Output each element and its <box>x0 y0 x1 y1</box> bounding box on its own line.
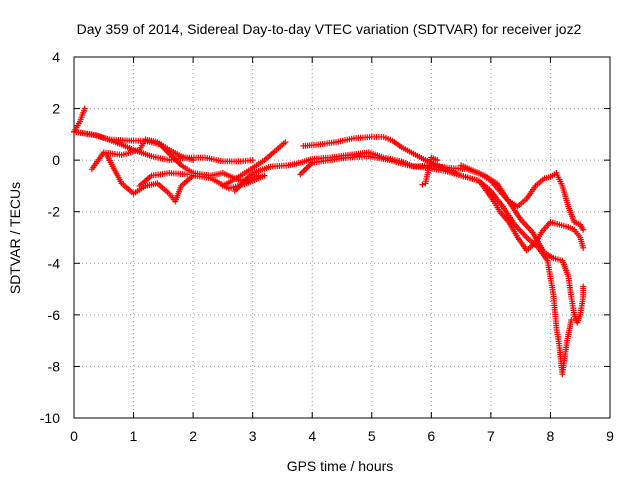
x-tick-label: 5 <box>368 428 376 444</box>
y-tick-label: -6 <box>48 307 61 323</box>
x-tick-label: 9 <box>606 428 614 444</box>
data-point <box>81 105 88 112</box>
x-axis-ticks: 0 1 2 3 4 5 6 7 8 9 <box>70 57 614 444</box>
series-track-d <box>88 136 197 173</box>
y-axis-ticks: 4 2 0 -2 -4 -6 -8 -10 <box>40 49 610 426</box>
data-point <box>303 165 310 172</box>
y-tick-label: -4 <box>48 255 61 271</box>
series-track-k <box>458 162 587 233</box>
x-tick-label: 2 <box>189 428 197 444</box>
x-tick-label: 1 <box>130 428 138 444</box>
series-track-c <box>71 128 256 165</box>
y-tick-label: -8 <box>48 358 61 374</box>
data-point <box>176 160 183 167</box>
data-point <box>306 162 313 169</box>
data-point <box>282 139 289 146</box>
x-tick-label: 0 <box>70 428 78 444</box>
series-track-a <box>71 105 88 135</box>
chart-title: Day 359 of 2014, Sidereal Day-to-day VTE… <box>77 21 582 37</box>
series-track-f <box>136 170 191 189</box>
data-point <box>580 283 587 290</box>
y-tick-label: 4 <box>52 49 60 65</box>
data-point <box>580 226 587 233</box>
y-tick-label: -10 <box>40 410 60 426</box>
y-tick-label: -2 <box>48 204 61 220</box>
series-track-h <box>231 149 587 326</box>
data-point <box>419 181 426 188</box>
grid-lines <box>74 57 610 418</box>
data-point <box>301 166 308 173</box>
plot-border <box>73 56 611 419</box>
x-tick-label: 3 <box>249 428 257 444</box>
data-point <box>568 317 575 324</box>
plot-frame <box>73 56 611 419</box>
data-points <box>71 105 587 378</box>
x-tick-label: 7 <box>487 428 495 444</box>
x-tick-label: 8 <box>547 428 555 444</box>
data-point <box>261 172 268 179</box>
data-point <box>434 157 441 164</box>
y-tick-label: 0 <box>52 152 60 168</box>
data-point <box>580 244 587 251</box>
y-axis-label: SDTVAR / TECUs <box>7 182 23 294</box>
y-tick-label: 2 <box>52 101 60 117</box>
data-point <box>298 169 305 176</box>
data-point <box>190 157 197 164</box>
data-point <box>304 164 311 171</box>
data-point <box>184 171 191 178</box>
data-point <box>300 168 307 175</box>
data-point <box>297 171 304 178</box>
x-tick-label: 4 <box>308 428 316 444</box>
series-track-l <box>419 154 441 188</box>
series-track-j <box>300 133 587 254</box>
series-track-g <box>219 139 289 189</box>
data-point <box>249 157 256 164</box>
x-tick-label: 6 <box>427 428 435 444</box>
x-axis-label: GPS time / hours <box>287 458 394 474</box>
